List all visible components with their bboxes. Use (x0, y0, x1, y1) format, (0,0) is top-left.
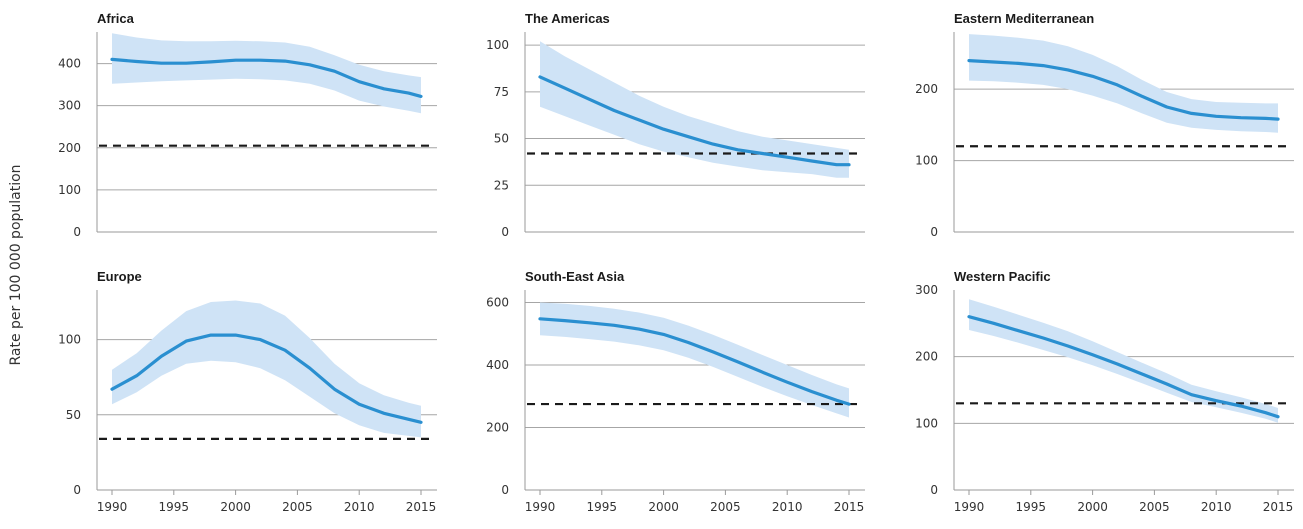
y-tick-label: 100 (915, 416, 938, 430)
panel-south-east-asia: South-East Asia 0 200 400 600 1990 1995 2000 200… (486, 269, 865, 514)
panel-title: The Americas (525, 11, 610, 26)
y-tick-label: 400 (486, 358, 509, 372)
series-line (538, 75, 851, 167)
x-tick-label: 1995 (159, 500, 190, 514)
y-tick-label: 0 (930, 225, 938, 239)
uncertainty-band (540, 41, 849, 178)
panel-title: Africa (97, 11, 135, 26)
y-tick-label: 50 (494, 132, 509, 146)
y-tick-label: 300 (915, 283, 938, 297)
y-tick-label: 0 (73, 225, 81, 239)
x-tick-label: 2010 (1201, 500, 1232, 514)
x-tick-label: 2015 (406, 500, 437, 514)
x-tick-label: 2005 (710, 500, 741, 514)
x-tick-label: 2005 (282, 500, 313, 514)
x-tick-label: 1995 (1016, 500, 1047, 514)
x-tick-label: 1990 (97, 500, 128, 514)
y-tick-label: 100 (58, 183, 81, 197)
series-line (110, 333, 423, 424)
x-tick-label: 2010 (344, 500, 375, 514)
y-tick-label: 100 (915, 154, 938, 168)
panel-title: Eastern Mediterranean (954, 11, 1094, 26)
y-tick-label: 100 (58, 333, 81, 347)
x-tick-label: 1990 (525, 500, 556, 514)
x-tick-label: 1990 (954, 500, 985, 514)
x-tick-label: 2000 (648, 500, 679, 514)
panels: Africa 0 100 200 300 400 The Americas 0 25 50 75 10… (58, 11, 1294, 514)
x-tick-label: 1995 (587, 500, 618, 514)
y-tick-label: 0 (930, 483, 938, 497)
series-line (967, 59, 1280, 121)
y-tick-label: 25 (494, 178, 509, 192)
y-axis-label: Rate per 100 000 population (8, 164, 24, 365)
panel-eastern-mediterranean: Eastern Mediterranean 0 100 200 (915, 11, 1294, 239)
y-tick-label: 200 (915, 82, 938, 96)
y-tick-label: 200 (486, 421, 509, 435)
series-line (110, 57, 423, 98)
uncertainty-band (112, 33, 421, 114)
uncertainty-band (969, 34, 1278, 133)
y-tick-label: 0 (73, 483, 81, 497)
x-tick-label: 2015 (1263, 500, 1294, 514)
x-tick-label: 2015 (834, 500, 865, 514)
x-tick-label: 2000 (220, 500, 251, 514)
panel-western-pacific: Western Pacific 0 100 200 300 1990 1995 2000 200… (915, 269, 1294, 514)
y-tick-label: 200 (58, 141, 81, 155)
series-line (538, 317, 851, 406)
panel-title: South-East Asia (525, 269, 625, 284)
uncertainty-band (969, 299, 1278, 423)
panel-title: Europe (97, 269, 142, 284)
x-tick-label: 2005 (1139, 500, 1170, 514)
y-tick-label: 400 (58, 57, 81, 71)
y-tick-label: 300 (58, 99, 81, 113)
x-tick-label: 2010 (772, 500, 803, 514)
x-tick-label: 2000 (1077, 500, 1108, 514)
y-tick-label: 50 (66, 408, 81, 422)
uncertainty-band (540, 302, 849, 418)
uncertainty-band (112, 300, 421, 438)
panel-title: Western Pacific (954, 269, 1051, 284)
y-tick-label: 75 (494, 85, 509, 99)
y-tick-label: 0 (501, 225, 509, 239)
y-tick-label: 200 (915, 350, 938, 364)
series-line (967, 315, 1280, 419)
panel-europe: Europe 0 50 100 1990 1995 2000 2005 2010 2015 (58, 269, 437, 514)
y-tick-label: 600 (486, 296, 509, 310)
panel-the-americas: The Americas 0 25 50 75 100 (486, 11, 865, 239)
panel-africa: Africa 0 100 200 300 400 (58, 11, 437, 239)
y-tick-label: 100 (486, 38, 509, 52)
y-tick-label: 0 (501, 483, 509, 497)
